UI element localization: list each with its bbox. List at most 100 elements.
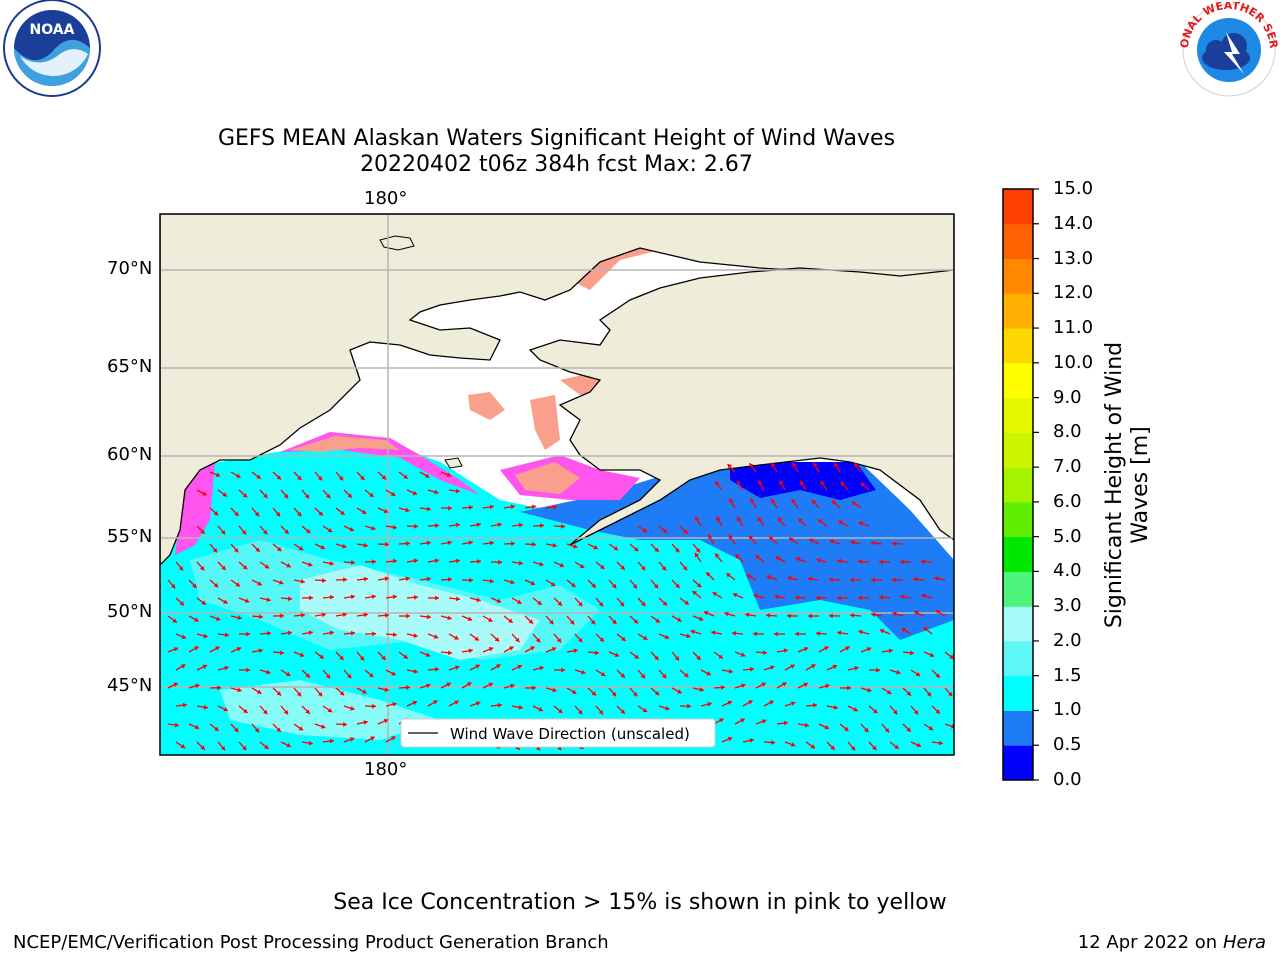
wave-arrow-head [363, 576, 368, 582]
latitude-label: 60°N [107, 444, 153, 465]
colorbar-segment [1003, 397, 1033, 433]
wave-arrow-head [729, 498, 734, 504]
wave-arrow-head [304, 493, 310, 499]
wave-arrow-head [892, 709, 898, 715]
wave-arrow-head [391, 671, 396, 676]
wave-arrow-head [413, 594, 418, 600]
wave-arrow-head [447, 615, 452, 621]
colorbar-segment [1003, 362, 1033, 399]
sea-ice-north-2 [468, 392, 505, 420]
wave-arrow-head [753, 593, 758, 599]
wave-arrow-head [687, 703, 691, 709]
wave-arrow-head [363, 542, 368, 548]
wave-arrow-head [581, 669, 586, 675]
wave-arrow-head [561, 523, 565, 529]
wave-arrow-head [594, 650, 599, 656]
wave-arrow-head [286, 742, 291, 748]
wave-arrow-head [287, 596, 292, 602]
wave-arrow-head [200, 529, 205, 534]
wave-arrow-head [538, 707, 543, 712]
wave-arrow-head [433, 700, 438, 705]
wave-arrow-head [811, 499, 817, 505]
wave-arrow-head [665, 705, 670, 711]
wave-arrow-head [634, 654, 639, 659]
wave-arrow-head [392, 524, 397, 530]
wave-arrow-head [489, 504, 494, 510]
wave-arrow-head [390, 491, 396, 496]
wave-arrow-head [363, 612, 368, 618]
wave-arrow-head [257, 581, 262, 586]
wave-arrow-head [818, 519, 823, 524]
wave-arrow-head [633, 619, 639, 624]
wave-arrow-head [403, 654, 408, 659]
wave-arrow-head [740, 718, 745, 723]
wave-arrow-head [879, 629, 885, 634]
wave-arrow-head [447, 650, 452, 656]
wave-arrow-head [787, 613, 791, 619]
colorbar-tick-label: 1.0 [1053, 699, 1082, 721]
wave-arrow-head [234, 727, 239, 733]
wave-arrow-head [258, 648, 263, 654]
wave-arrow-head [329, 561, 334, 566]
colorbar-segment [1003, 606, 1033, 642]
wave-arrow-head [642, 707, 648, 713]
wave-arrow-head [339, 655, 344, 660]
wave-arrow-head [223, 599, 228, 604]
wave-arrow-head [362, 689, 367, 694]
wave-arrow-head [435, 523, 439, 528]
wave-arrow-head [703, 610, 709, 616]
wave-arrow-head [256, 474, 261, 479]
wave-arrow-head [620, 709, 625, 714]
wave-arrow-head [223, 706, 228, 712]
wave-arrow-head [740, 652, 746, 657]
wave-arrow-head [300, 612, 305, 618]
colorbar-label: Significant Height of Wind Waves [m] [1102, 305, 1154, 665]
wave-arrow-head [276, 546, 282, 552]
wave-arrow-head [531, 504, 536, 510]
wave-arrow-head [498, 559, 502, 565]
wave-arrow-head [790, 742, 796, 747]
wave-arrow-head [771, 462, 776, 468]
wave-arrow-head [299, 652, 305, 657]
wave-arrow-head [468, 540, 473, 546]
wave-arrow-head [692, 591, 697, 596]
wave-arrow-head [735, 554, 740, 559]
wave-arrow-head [896, 669, 901, 675]
wave-arrow-head [318, 511, 323, 516]
wave-arrow-head [715, 553, 720, 558]
wave-arrow-head [753, 631, 757, 637]
wave-arrow-head [342, 612, 347, 618]
wave-arrow-head [340, 510, 345, 515]
wave-arrow-head [732, 630, 737, 636]
wave-arrow-head [343, 722, 347, 727]
wave-arrow-head [655, 618, 660, 623]
wave-arrow-head [215, 472, 221, 477]
wave-arrow-head [488, 647, 494, 652]
wave-arrow-head [283, 709, 289, 715]
wave-arrow-head [224, 632, 229, 638]
wave-arrow-head [642, 635, 648, 640]
wave-arrow-head [384, 576, 389, 582]
wave-arrow-head [530, 646, 535, 651]
wave-arrow-head [782, 682, 787, 687]
wave-arrow-head [829, 577, 833, 583]
colorbar-tick-label: 0.5 [1053, 734, 1082, 756]
wave-arrow-head [359, 655, 365, 661]
wave-arrow-head [426, 614, 431, 620]
wave-arrow-head [837, 595, 841, 601]
wave-arrow-head [845, 646, 850, 651]
wave-arrow-head [654, 690, 660, 696]
wave-arrow-head [900, 594, 905, 600]
wave-arrow-head [840, 481, 846, 487]
wave-arrow-head [830, 745, 835, 750]
colorbar-tick-label: 2.0 [1053, 629, 1082, 651]
wave-arrow-head [298, 726, 304, 731]
wave-arrow-head [611, 583, 617, 589]
wave-arrow-head [286, 563, 291, 568]
wave-arrow-head [732, 592, 738, 598]
wave-arrow-head [172, 618, 177, 623]
wave-arrow-head [686, 633, 691, 639]
wave-arrow-head [321, 612, 326, 618]
wave-arrow-head [783, 648, 788, 654]
wave-arrow-head [426, 576, 431, 582]
